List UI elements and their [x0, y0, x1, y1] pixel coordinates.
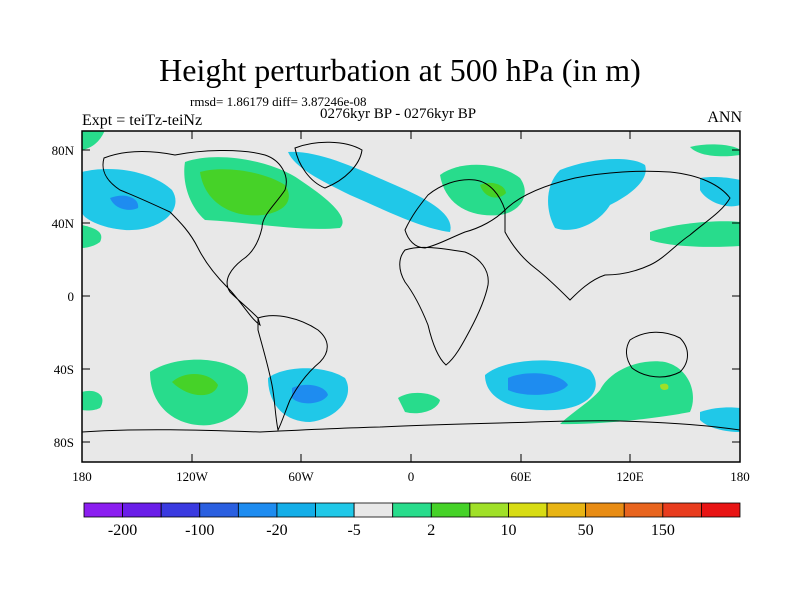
lat-tick-label: 80S	[54, 435, 74, 450]
colorbar-label: -100	[185, 522, 214, 539]
anomaly-region	[82, 225, 102, 248]
anomaly-region	[440, 164, 525, 216]
experiment-label: Expt = teiTz-teiNz	[82, 112, 203, 129]
season-label: ANN	[707, 109, 742, 126]
colorbar-swatch	[546, 502, 587, 518]
anomaly-core	[200, 169, 289, 216]
lon-tick-label: 60W	[288, 469, 314, 484]
anomaly-region	[82, 131, 105, 150]
colorbar-swatch	[392, 502, 432, 518]
lon-tick-label: 120E	[616, 469, 644, 484]
lat-tick-label: 80N	[52, 143, 75, 158]
lat-tick-label: 0	[68, 289, 75, 304]
colorbar-swatch	[508, 502, 548, 518]
colorbar-label: 150	[651, 522, 675, 539]
contour-fills	[82, 131, 740, 433]
anomaly-region	[288, 151, 451, 232]
colorbar-swatch	[662, 502, 702, 518]
lon-tick-label: 120W	[176, 469, 209, 484]
lon-tick-label: 60E	[511, 469, 532, 484]
colorbar-label: 2	[427, 522, 435, 539]
lon-tick-label: 180	[72, 469, 92, 484]
coastlines	[82, 141, 740, 433]
colorbar-label: -200	[108, 522, 137, 539]
colorbar-swatch	[83, 502, 123, 518]
colorbar-label: -5	[347, 522, 360, 539]
colorbar-swatch	[701, 502, 741, 518]
anomaly-core	[660, 383, 669, 390]
anomaly-region	[650, 221, 740, 247]
colorbar-swatch	[585, 502, 625, 518]
anomaly-core	[508, 373, 568, 395]
lat-tick-label: 40S	[54, 362, 74, 377]
stats-text: rmsd= 1.86179 diff= 3.87246e-08	[190, 94, 367, 109]
colorbar-swatch	[623, 502, 664, 518]
colorbar-swatch	[237, 502, 278, 518]
colorbar-swatch	[430, 502, 471, 518]
anomaly-region	[700, 177, 740, 207]
colorbar-label: -20	[266, 522, 287, 539]
colorbar-swatch	[276, 502, 316, 518]
anomaly-core	[480, 182, 506, 198]
lon-tick-label: 180	[730, 469, 750, 484]
anomaly-core	[110, 195, 139, 210]
lon-tick-labels: 180 120W 60W 0 60E 120E 180	[72, 469, 750, 484]
colorbar-swatch	[469, 502, 509, 518]
lon-axis	[81, 131, 741, 462]
map-title: Height perturbation at 500 hPa (in m)	[159, 52, 641, 88]
colorbar-swatch	[122, 502, 162, 518]
colorbar-label: 10	[500, 522, 516, 539]
colorbar-swatch	[160, 502, 201, 518]
anomaly-region	[690, 144, 740, 157]
lat-tick-label: 40N	[52, 216, 75, 231]
colorbar-swatch	[199, 502, 239, 518]
lat-axis	[82, 149, 740, 443]
anomaly-core	[292, 384, 328, 404]
colorbar-swatch	[315, 502, 355, 518]
lon-tick-label: 0	[408, 469, 415, 484]
period-text: 0276kyr BP - 0276kyr BP	[320, 106, 477, 122]
colorbar-label: 50	[578, 522, 594, 539]
anomaly-region	[82, 390, 103, 411]
anomaly-core	[172, 374, 218, 396]
colorbar-labels: -200 -100 -20 -5 2 10 50 150	[108, 522, 675, 539]
anomaly-region	[548, 158, 646, 230]
colorbar	[83, 502, 741, 518]
colorbar-swatch	[353, 502, 394, 518]
anomaly-region	[398, 392, 440, 414]
lat-tick-labels: 80N 40N 0 40S 80S	[52, 143, 75, 450]
